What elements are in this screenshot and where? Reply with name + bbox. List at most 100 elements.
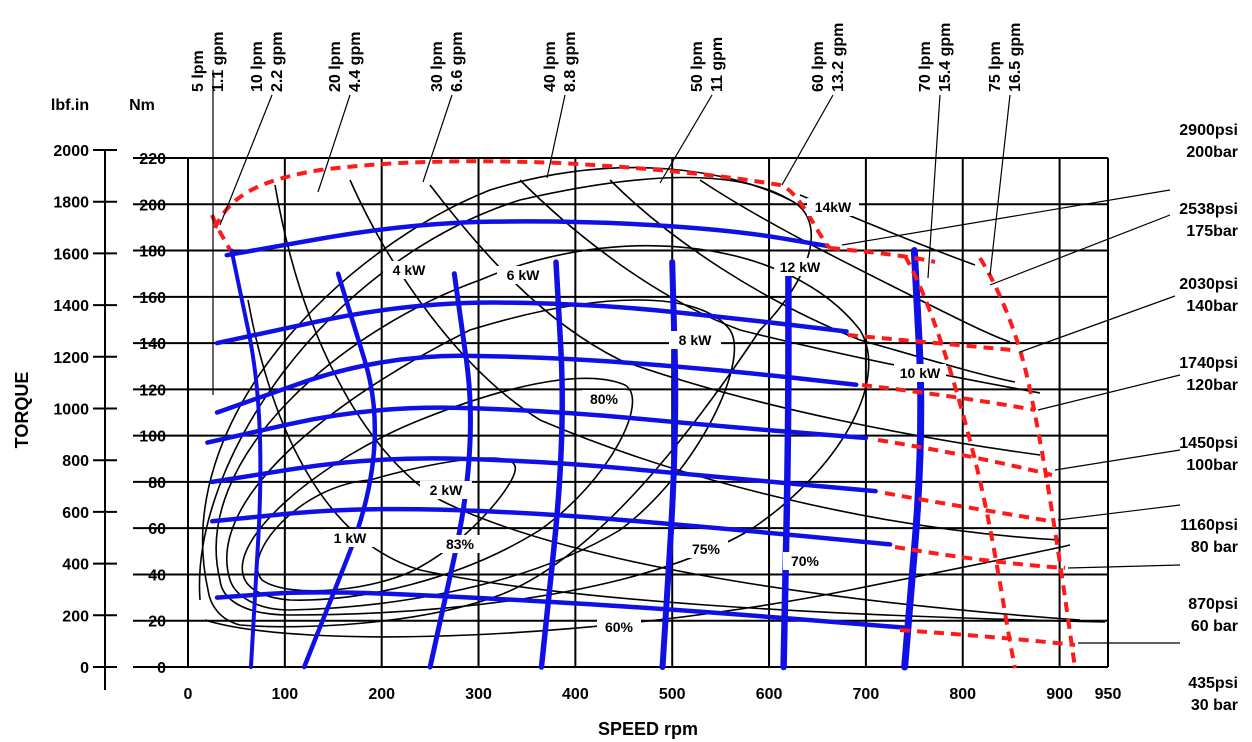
- constant-pressure-curves: [205, 219, 907, 630]
- flow-label-gpm: 15.4 gpm: [937, 23, 954, 92]
- power-labels: 1 kW 2 kW 4 kW 6 kW 8 kW 10 kW 12 kW 14kW: [324, 198, 946, 547]
- x-tick-label: 500: [659, 686, 686, 703]
- leader-120bar: [1037, 374, 1181, 411]
- pressure-label-bar: 120bar: [1186, 377, 1238, 394]
- power-1kw-curve: [247, 299, 1106, 623]
- nm-tick-label: 100: [139, 429, 166, 446]
- nm-tick-label: 60: [148, 521, 166, 538]
- power-curves: [247, 179, 1106, 623]
- limit-100bar: [877, 438, 1053, 477]
- flow-curve-70lpm: [901, 247, 925, 671]
- nm-tick-label: 120: [139, 382, 166, 399]
- flow-label: 60 lpm 13.2 gpm: [810, 23, 847, 92]
- nm-tick-label: 180: [139, 244, 166, 261]
- limit-120bar: [861, 383, 1036, 412]
- efficiency-label-bg: [783, 552, 827, 570]
- pressure-label-psi: 435psi: [1188, 675, 1238, 692]
- limit-80bar: [884, 491, 1056, 524]
- pressure-label-psi: 1160psi: [1180, 517, 1238, 534]
- power-label: 14kW: [815, 199, 852, 215]
- pressure-label-bar: 140bar: [1186, 298, 1238, 315]
- efficiency-label-bg: [597, 618, 641, 636]
- y-axis-title: TORQUE: [12, 372, 32, 449]
- leader-10lpm: [219, 94, 273, 226]
- leader-40lpm: [546, 94, 566, 179]
- constant-flow-curves: [229, 247, 925, 671]
- efficiency-label: 75%: [692, 541, 721, 557]
- flow-label: 50 lpm 11 gpm: [689, 37, 726, 92]
- pressure-label-bar: 30 bar: [1191, 697, 1238, 714]
- pressure-label-psi: 2030psi: [1179, 276, 1238, 293]
- flow-labels: 5 lpm 1.1 gpm 10 lpm 2.2 gpm 20 lpm 4.4 gpm 30…: [190, 23, 1024, 92]
- flow-label: 75 lpm 16.5 gpm: [987, 23, 1024, 92]
- power-label: 10 kW: [900, 365, 941, 381]
- nm-unit-label: Nm: [129, 97, 155, 114]
- efficiency-label-bg: [684, 540, 728, 558]
- leader-175bar: [989, 214, 1171, 286]
- limit-175bar: [829, 246, 936, 264]
- nm-tick-label: 20: [148, 614, 166, 631]
- flow-label-gpm: 2.2 gpm: [269, 32, 286, 92]
- leader-100bar: [1054, 449, 1181, 471]
- power-label: 12 kW: [780, 259, 821, 275]
- flow-label-lpm: 30 lpm: [429, 41, 446, 92]
- lbf-tick-label: 2000: [53, 143, 89, 160]
- flow-label-lpm: 50 lpm: [689, 41, 706, 92]
- power-6kw-curve: [429, 184, 1041, 456]
- power-label-bg: [774, 258, 826, 276]
- leader-20lpm: [317, 94, 351, 193]
- nm-tick-label: 0: [157, 660, 166, 677]
- lbf-tick-label: 1800: [53, 195, 89, 212]
- flow-label-gpm: 13.2 gpm: [830, 23, 847, 92]
- nm-tick-label: 40: [148, 567, 166, 584]
- pressure-labels: 2900psi 200bar 2538psi 175bar 2030psi 140bar 1…: [1179, 122, 1238, 714]
- power-label: 8 kW: [679, 332, 712, 348]
- flow-label-gpm: 6.6 gpm: [449, 32, 466, 92]
- limit-30bar: [899, 628, 1076, 647]
- leader-200bar: [841, 189, 1171, 246]
- flow-label-gpm: 11 gpm: [709, 37, 726, 92]
- pressure-label-psi: 2900psi: [1179, 122, 1238, 139]
- efficiency-label-bg: [438, 535, 482, 553]
- lbf-tick-label: 200: [62, 608, 89, 625]
- flow-curve-20lpm: [301, 271, 378, 670]
- power-label-bg: [324, 529, 376, 547]
- limit-140bar: [847, 333, 1013, 352]
- pressure-curve-80bar: [209, 456, 878, 494]
- flow-curve-30lpm: [427, 271, 473, 670]
- power-8kw-curve: [519, 179, 1041, 394]
- lbf-tick-label: 600: [62, 505, 89, 522]
- pressure-label-bar: 100bar: [1186, 457, 1238, 474]
- x-tick-label: 900: [1046, 686, 1073, 703]
- limit-60bar: [894, 545, 1066, 570]
- flow-label-gpm: 8.8 gpm: [562, 32, 579, 92]
- limit-70lpm: [903, 255, 1017, 669]
- efficiency-80-contour: [241, 377, 634, 601]
- leader-75lpm: [989, 94, 1011, 276]
- flow-label: 20 lpm 4.4 gpm: [327, 32, 364, 92]
- max-torque-envelope: [213, 159, 832, 250]
- lbf-tick-label: 1000: [53, 402, 89, 419]
- leader-50lpm: [659, 94, 713, 184]
- efficiency-label: 60%: [605, 619, 634, 635]
- flow-curve-10lpm: [229, 248, 263, 669]
- axes: 0200400600800100012001400160018002000020…: [12, 97, 1121, 739]
- x-tick-label: 300: [465, 686, 492, 703]
- lbf-tick-label: 800: [62, 453, 89, 470]
- pressure-curve-60bar: [209, 506, 893, 547]
- pressure-curve-120bar: [214, 353, 859, 415]
- pressure-label-bar: 80 bar: [1191, 539, 1238, 556]
- flow-label-lpm: 5 lpm: [190, 50, 207, 92]
- efficiency-label: 70%: [791, 553, 820, 569]
- efficiency-label: 80%: [590, 391, 619, 407]
- lbf-tick-label: 1200: [53, 350, 89, 367]
- flow-label-lpm: 20 lpm: [327, 41, 344, 92]
- flow-label-lpm: 75 lpm: [987, 41, 1004, 92]
- nm-tick-label: 80: [148, 475, 166, 492]
- lbf-tick-label: 400: [62, 557, 89, 574]
- x-tick-label: 950: [1095, 686, 1122, 703]
- lbf-tick-label: 1400: [53, 298, 89, 315]
- flow-label: 10 lpm 2.2 gpm: [249, 32, 286, 92]
- power-label: 1 kW: [334, 530, 367, 546]
